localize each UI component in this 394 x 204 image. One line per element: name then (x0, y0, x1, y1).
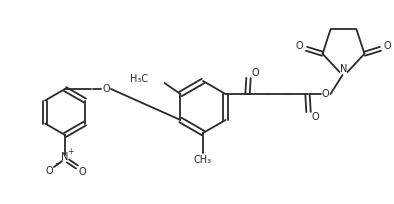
Text: O: O (102, 84, 110, 94)
Text: O: O (384, 41, 391, 51)
Text: H₃C: H₃C (130, 74, 149, 84)
Text: CH₃: CH₃ (194, 155, 212, 165)
Text: N: N (340, 64, 347, 74)
Text: O: O (312, 112, 319, 122)
Text: O: O (322, 89, 329, 99)
Text: +: + (67, 147, 74, 156)
Text: O: O (252, 68, 259, 78)
Text: −: − (54, 160, 60, 169)
Text: O: O (45, 166, 53, 176)
Text: O: O (78, 167, 86, 177)
Text: O: O (296, 41, 303, 51)
Text: N: N (61, 152, 69, 162)
